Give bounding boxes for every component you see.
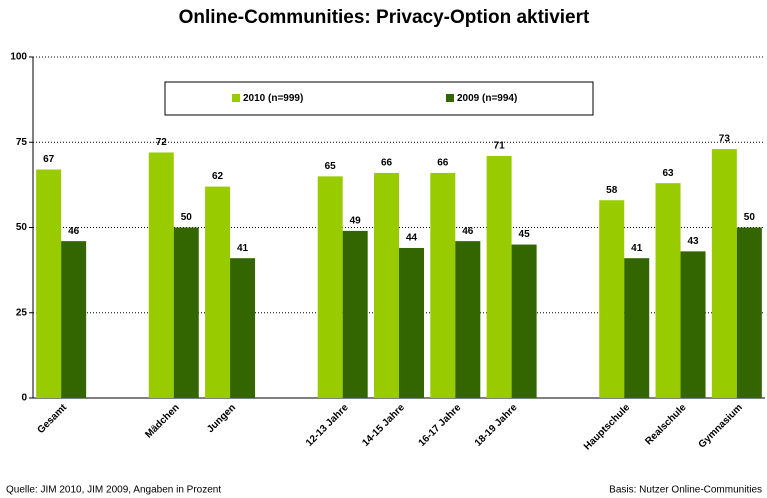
value-label: 41: [237, 243, 249, 254]
bar: [736, 227, 762, 398]
legend-box: [164, 81, 594, 116]
value-label: 72: [156, 137, 168, 148]
y-tick-label: 0: [21, 393, 27, 404]
value-label: 62: [212, 171, 224, 182]
value-label: 66: [381, 158, 393, 169]
value-label: 43: [687, 236, 699, 247]
chart-title: Online-Communities: Privacy-Option aktiv…: [179, 7, 590, 28]
value-label: 44: [406, 233, 418, 244]
legend-label: 2009 (n=994): [457, 93, 517, 104]
value-label: 67: [43, 154, 55, 165]
value-label: 46: [462, 226, 474, 237]
bar: [455, 241, 481, 398]
bar: [342, 230, 368, 398]
y-tick-label: 100: [10, 52, 27, 63]
bar: [655, 183, 681, 398]
value-label: 71: [494, 141, 506, 152]
value-label: 49: [350, 216, 362, 227]
bar: [374, 172, 399, 398]
x-tick-label: 18-19 Jahre: [473, 402, 520, 449]
bar: [205, 186, 231, 398]
source: Quelle: JIM 2010, JIM 2009, Angaben in P…: [6, 485, 221, 496]
value-label: 73: [719, 134, 731, 145]
bar: [680, 251, 706, 398]
value-label: 66: [437, 158, 449, 169]
x-tick-label: 12-13 Jahre: [304, 402, 351, 449]
bar: [711, 149, 737, 398]
y-tick-label: 50: [16, 222, 28, 233]
bar: [61, 241, 87, 398]
value-label: 65: [325, 161, 337, 172]
x-tick-label: Gymnasium: [697, 402, 745, 450]
legend-swatch: [446, 94, 454, 102]
value-label: 46: [68, 226, 80, 237]
value-label: 41: [631, 243, 643, 254]
bar: [230, 258, 256, 398]
bar: [317, 176, 343, 398]
bar: [511, 244, 537, 398]
bar: [430, 172, 456, 398]
y-tick-label: 75: [16, 137, 28, 148]
x-tick-label: 16-17 Jahre: [417, 402, 464, 449]
legend-label: 2010 (n=999): [243, 93, 303, 104]
bar: [36, 169, 62, 398]
bar: [148, 152, 174, 398]
bar: [486, 155, 512, 398]
note: Basis: Nutzer Online-Communities: [609, 485, 762, 496]
x-tick-label: Gesamt: [35, 402, 69, 436]
bar: [173, 227, 199, 398]
x-tick-label: 14-15 Jahre: [360, 402, 407, 449]
x-tick-label: Jungen: [205, 402, 238, 435]
bar: [599, 200, 625, 398]
bar: [399, 247, 424, 398]
x-tick-label: Mädchen: [143, 402, 181, 440]
value-label: 45: [519, 229, 531, 240]
value-label: 50: [181, 212, 193, 223]
y-tick-label: 25: [16, 307, 28, 318]
bar: [624, 258, 650, 398]
x-tick-label: Realschule: [643, 402, 688, 447]
value-label: 58: [606, 185, 618, 196]
value-label: 63: [662, 168, 674, 179]
x-tick-label: Hauptschule: [582, 402, 633, 453]
value-label: 50: [744, 212, 756, 223]
legend-swatch: [232, 94, 240, 102]
